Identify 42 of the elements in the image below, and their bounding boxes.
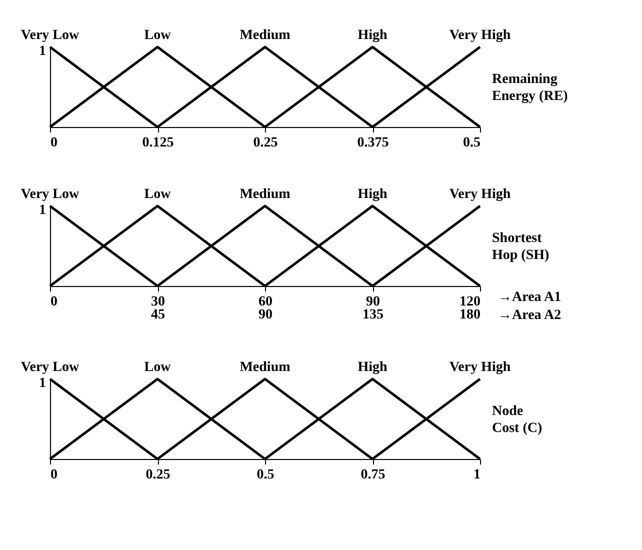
series-label: Low [144,360,172,375]
x-tick-label: 0.25 [253,136,278,150]
x-tick-label: 30 [151,294,165,310]
series-label: Very Low [20,28,80,43]
x-tick-label: 0.5 [256,468,274,482]
series-label: Medium [240,360,291,375]
x2-tick-label: 180 [460,308,480,322]
series-label: Medium [240,28,291,43]
series-label: Low [144,28,172,43]
x2-tick-label: 45 [151,308,165,322]
x-tick-label: 0.125 [142,136,174,150]
text: Node Cost (C) [492,404,542,436]
series-label: Very Low [20,187,80,202]
series-label: High [358,360,388,375]
x2-tick-label: 135 [362,308,384,322]
series-label: High [358,187,388,202]
x-tick-label: 120 [460,294,480,310]
text: Shortest Hop (SH) [492,231,550,263]
series-label: Very High [449,360,511,375]
series-label: Very High [449,187,511,202]
series-label: Medium [240,187,291,202]
x-tick-label: 0.375 [357,136,389,150]
text: 1 [39,376,46,391]
x2-tick-label: 90 [258,308,272,322]
x-tick-label: 1 [474,468,480,482]
series-label: High [358,28,388,43]
x-tick-label: 90 [366,294,380,310]
x-tick-label: 0.75 [360,468,386,482]
x-tick-label: 0 [50,468,58,482]
text: →Area A2 [498,308,562,323]
text: →Area A1 [498,290,562,305]
text: 1 [39,44,46,59]
x-tick-label: 0.5 [463,136,480,150]
x-tick-label: 0 [50,294,58,310]
text: Remaining Energy (RE) [492,72,568,104]
x-tick-label: 0 [50,136,58,150]
x-tick-label: 0.25 [146,468,170,482]
series-label: Low [144,187,172,202]
series-label: Very Low [20,360,80,375]
x-tick-label: 60 [258,294,272,310]
series-label: Very High [449,28,511,43]
text: 1 [39,203,46,218]
